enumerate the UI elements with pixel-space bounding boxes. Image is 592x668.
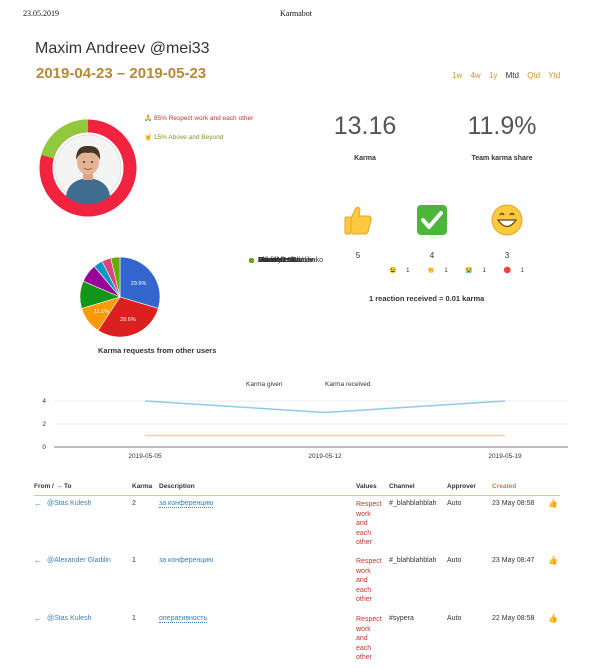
folded-hands-icon: 🙏	[144, 115, 153, 122]
period-qtd[interactable]: Qtd	[527, 71, 541, 80]
period-1y[interactable]: 1y	[488, 71, 498, 80]
karma-stat: 13.16 Karma	[325, 112, 405, 162]
period-mtd[interactable]: Mtd	[505, 71, 519, 80]
share-label: Team karma share	[471, 155, 533, 162]
row-description[interactable]: за конференцию	[159, 557, 214, 564]
series-line	[144, 400, 506, 414]
pie-data-label: 29.6%	[120, 317, 136, 323]
incoming-arrow-icon: ←	[34, 499, 42, 508]
reaction-grinning: 3	[487, 204, 527, 260]
period-ytd[interactable]: Ytd	[548, 71, 561, 80]
row-description[interactable]: оперативность	[159, 615, 208, 623]
row-channel: #_blahblahblah	[389, 557, 437, 564]
avatar	[54, 134, 122, 205]
incoming-arrow-icon: ←	[34, 556, 42, 565]
row-created: 23 May 08:58	[492, 500, 535, 507]
row-karma: 1	[132, 557, 136, 564]
pie-data-label: 11.1%	[94, 309, 109, 315]
share-stat: 11.9% Team karma share	[457, 112, 547, 162]
pie-slice	[119, 256, 161, 309]
y-tick-label: 4	[42, 398, 46, 405]
th-approver[interactable]: Approver	[447, 483, 476, 490]
mini-reactions: 😫 1 👏 1 😭 1 🔴 1	[389, 267, 540, 274]
values-legend: 🙏 85% Respect work and each other 🤘 15% …	[144, 114, 269, 142]
row-approver: Auto	[447, 500, 462, 507]
print-header: 23.05.2019 Karmabot	[0, 9, 592, 21]
print-title: Karmabot	[280, 9, 312, 18]
tired-face-icon: 😫	[389, 268, 397, 274]
check-mark-icon	[417, 205, 447, 235]
row-approver: Auto	[447, 615, 462, 622]
th-values[interactable]: Values	[356, 483, 377, 490]
mini-reaction-clap: 👏 1	[427, 268, 448, 274]
incoming-arrow-icon: ←	[34, 614, 42, 623]
pie-data-label: 29.6%	[131, 281, 147, 287]
row-from[interactable]: @Alexander Gladilin	[47, 557, 111, 564]
user-title: Maxim Andreev @mei33	[35, 40, 210, 58]
karma-value: 13.16	[333, 112, 397, 140]
pie-slice	[97, 296, 159, 338]
th-description[interactable]: Description	[159, 483, 195, 490]
line-legend-received: Karma received	[325, 381, 371, 388]
thumbs-up-icon	[344, 206, 372, 235]
row-from[interactable]: @Stas Kulesh	[47, 615, 92, 622]
values-donut-chart	[39, 119, 137, 217]
period-selector: 1w 4w 1y Mtd Qtd Ytd	[452, 71, 566, 80]
like-icon[interactable]: 👍	[548, 614, 558, 623]
row-channel: #_blahblahblah	[389, 500, 437, 507]
mini-reaction-tired: 😫 1	[389, 268, 410, 274]
clapping-hands-icon: 👏	[427, 268, 435, 274]
x-tick-label: 2019-05-05	[128, 453, 162, 460]
print-date: 23.05.2019	[23, 9, 59, 18]
row-created: 23 May 08:47	[492, 557, 535, 564]
share-value: 11.9%	[467, 112, 537, 140]
karma-line-chart: 0 2 4 2019-05-05 2019-05-12 2019-05-19	[42, 398, 568, 460]
karma-label: Karma	[354, 155, 376, 162]
row-channel: #sypera	[389, 615, 414, 622]
date-range: 2019-04-23 – 2019-05-23	[36, 65, 207, 82]
x-tick-label: 2019-05-12	[308, 453, 342, 460]
user-name: Maxim Andreev	[35, 40, 146, 57]
like-icon[interactable]: 👍	[548, 556, 558, 565]
row-approver: Auto	[447, 557, 462, 564]
row-from[interactable]: @Stas Kulesh	[47, 500, 92, 507]
row-values: Respect work and each other	[356, 501, 382, 546]
row-created: 22 May 08:58	[492, 615, 535, 622]
reaction-note: 1 reaction received = 0.01 karma	[369, 294, 485, 303]
user-handle: @mei33	[149, 40, 210, 57]
y-tick-label: 0	[42, 444, 46, 451]
karma-requests-pie-chart: 29.6% 29.6% 11.1%	[79, 256, 161, 338]
pie-slice	[110, 256, 121, 298]
period-4w[interactable]: 4w	[470, 71, 481, 80]
period-1w[interactable]: 1w	[452, 71, 463, 80]
reaction-check-mark: 4	[412, 204, 452, 260]
table-header: From / → To Karma Description Values Cha…	[34, 483, 560, 496]
row-karma: 1	[132, 615, 136, 622]
grinning-face-icon	[491, 204, 523, 236]
gesture-icon: 🤘	[144, 134, 153, 141]
legend-item-respect: 🙏 85% Respect work and each other	[144, 115, 254, 122]
row-values: Respect work and each other	[356, 616, 382, 661]
y-tick-label: 2	[42, 421, 46, 428]
th-from-to[interactable]: From / → To	[34, 483, 72, 490]
row-karma: 2	[132, 500, 136, 507]
crying-face-icon: 😭	[465, 268, 473, 274]
pie-legend-item: Other	[249, 256, 592, 266]
row-description[interactable]: за конференцию	[159, 500, 214, 508]
legend-dot	[249, 258, 254, 264]
mini-reaction-red: 🔴 1	[503, 268, 525, 274]
donut-slice-above	[41, 119, 89, 159]
pie-chart-title: Karma requests from other users	[98, 346, 217, 355]
mini-reaction-cry: 😭 1	[465, 268, 486, 274]
th-created[interactable]: Created	[492, 483, 517, 490]
th-karma[interactable]: Karma	[132, 483, 153, 490]
red-circle-icon: 🔴	[503, 268, 511, 274]
legend-item-above: 🤘 15% Above and Beyond	[144, 134, 224, 141]
x-tick-label: 2019-05-19	[488, 453, 522, 460]
row-values: Respect work and each other	[356, 558, 382, 603]
reaction-thumbs-up: 5	[338, 204, 378, 260]
line-legend-given: Karma given	[246, 381, 283, 388]
like-icon[interactable]: 👍	[548, 499, 558, 508]
th-channel[interactable]: Channel	[389, 483, 415, 490]
